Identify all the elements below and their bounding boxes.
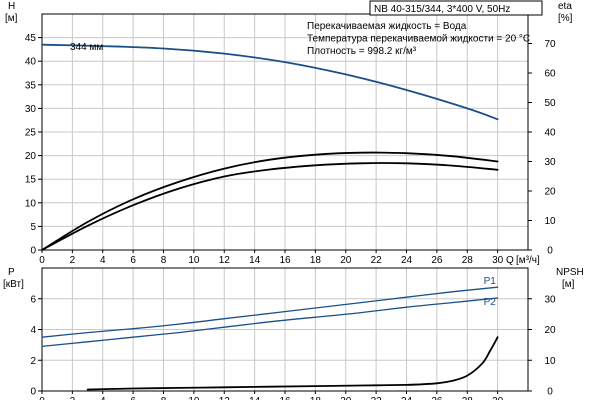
- bot-xtick-label: 16: [279, 396, 291, 400]
- top-xtick-label: 12: [219, 255, 231, 266]
- top-y2tick-label: 40: [544, 128, 556, 139]
- top-y2tick-label: 50: [544, 98, 556, 109]
- y2-axis-unit-eta: [%]: [558, 13, 573, 24]
- top-ytick-label: 40: [25, 57, 37, 68]
- top-xtick-label: 16: [279, 255, 291, 266]
- top-xtick-label: 4: [100, 255, 106, 266]
- y2-axis-label-npsh: NPSH: [556, 267, 584, 278]
- top-ytick-label: 30: [25, 104, 37, 115]
- bot-series-p1-0: [41, 286, 499, 338]
- series-label-p2: P2: [484, 297, 497, 308]
- top-xtick-label: 18: [310, 255, 322, 266]
- bot-xtick-label: 26: [431, 396, 443, 400]
- bot-y2tick-label: 10: [544, 356, 556, 367]
- bot-xtick-label: 8: [161, 396, 167, 400]
- top-ytick-label: 25: [25, 128, 37, 139]
- y-axis-label-h: H: [8, 1, 15, 12]
- top-y2tick-label: 0: [547, 246, 553, 257]
- bot-xtick-label: 20: [340, 396, 352, 400]
- bot-xtick-label: 12: [219, 396, 231, 400]
- top-chart-series: [41, 43, 499, 251]
- bot-ytick-label: 2: [30, 356, 36, 367]
- top-xtick-label: 24: [401, 255, 413, 266]
- top-xtick-label: 10: [188, 255, 200, 266]
- top-xtick-label: 0: [39, 255, 45, 266]
- top-series-0: [41, 43, 499, 121]
- bot-xtick-label: 10: [188, 396, 200, 400]
- impeller-diameter-label: 344 мм: [70, 42, 103, 53]
- title-box: [369, 0, 543, 16]
- top-series-2: [41, 162, 499, 251]
- top-xtick-label: 2: [70, 255, 76, 266]
- bot-xtick-label: 0: [39, 396, 45, 400]
- y2-axis-label-eta: eta: [558, 1, 572, 12]
- bot-xtick-label: 4: [100, 396, 106, 400]
- bot-xtick-label: 14: [249, 396, 261, 400]
- top-xtick-label: 8: [161, 255, 167, 266]
- bot-xtick-label: 18: [310, 396, 322, 400]
- bot-series-p2-1: [41, 297, 499, 348]
- top-ytick-label: 35: [25, 80, 37, 91]
- top-y2tick-label: 70: [544, 39, 556, 50]
- top-y2tick-label: 20: [544, 187, 556, 198]
- top-y2tick-label: 60: [544, 69, 556, 80]
- info-line-1: Перекачиваемая жидкость = Вода: [307, 21, 467, 32]
- top-xtick-label: 30: [492, 255, 504, 266]
- bottom-chart-frame: 02460102030024681012141618202224262830: [30, 267, 556, 400]
- bot-y2tick-label: 30: [544, 294, 556, 305]
- top-series-1: [41, 151, 499, 251]
- bot-xtick-label: 24: [401, 396, 413, 400]
- bot-xtick-label: 30: [492, 396, 504, 400]
- bot-y2tick-label: 20: [544, 325, 556, 336]
- bot-ytick-label: 6: [30, 294, 36, 305]
- y-axis-label-p: P: [8, 267, 15, 278]
- bot-xtick-label: 22: [371, 396, 383, 400]
- top-xtick-label: 26: [431, 255, 443, 266]
- x-axis-unit-q: [м³/ч]: [516, 255, 540, 266]
- top-ytick-label: 5: [30, 222, 36, 233]
- top-xtick-label: 14: [249, 255, 261, 266]
- info-line-3: Плотность = 998.2 кг/м³: [307, 46, 417, 57]
- bottom-chart-grid: [41, 268, 528, 392]
- top-y2tick-label: 10: [544, 216, 556, 227]
- top-y2tick-label: 30: [544, 157, 556, 168]
- y2-axis-unit-npsh: [м]: [562, 279, 575, 290]
- y-axis-unit-h: [м]: [5, 13, 18, 24]
- bottom-chart-series: P1 P2: [41, 276, 499, 391]
- top-ytick-label: 10: [25, 198, 37, 209]
- bot-y2tick-label: 0: [547, 387, 553, 398]
- chart-labels: NB 40-315/344, 3*400 V, 50Hz Перекачиваем…: [3, 0, 584, 290]
- bot-ytick-label: 4: [30, 325, 36, 336]
- series-label-p1: P1: [484, 276, 497, 287]
- y-axis-unit-p: [кВт]: [3, 279, 24, 290]
- top-xtick-label: 6: [130, 255, 136, 266]
- top-xtick-label: 20: [340, 255, 352, 266]
- top-xtick-label: 22: [371, 255, 383, 266]
- bot-xtick-label: 2: [70, 396, 76, 400]
- top-ytick-label: 45: [25, 33, 37, 44]
- x-axis-label-q: Q: [506, 255, 514, 266]
- top-chart-grid: [41, 14, 528, 251]
- bot-xtick-label: 6: [130, 396, 136, 400]
- bot-xtick-label: 28: [462, 396, 474, 400]
- info-line-2: Температура перекачиваемой жидкости = 20…: [307, 34, 530, 45]
- top-ytick-label: 15: [25, 175, 37, 186]
- top-xtick-label: 28: [462, 255, 474, 266]
- top-ytick-label: 20: [25, 151, 37, 162]
- chart-title: NB 40-315/344, 3*400 V, 50Hz: [374, 4, 510, 15]
- bot-series-2: [86, 336, 499, 391]
- bot-ytick-label: 0: [30, 387, 36, 398]
- top-ytick-label: 0: [30, 246, 36, 257]
